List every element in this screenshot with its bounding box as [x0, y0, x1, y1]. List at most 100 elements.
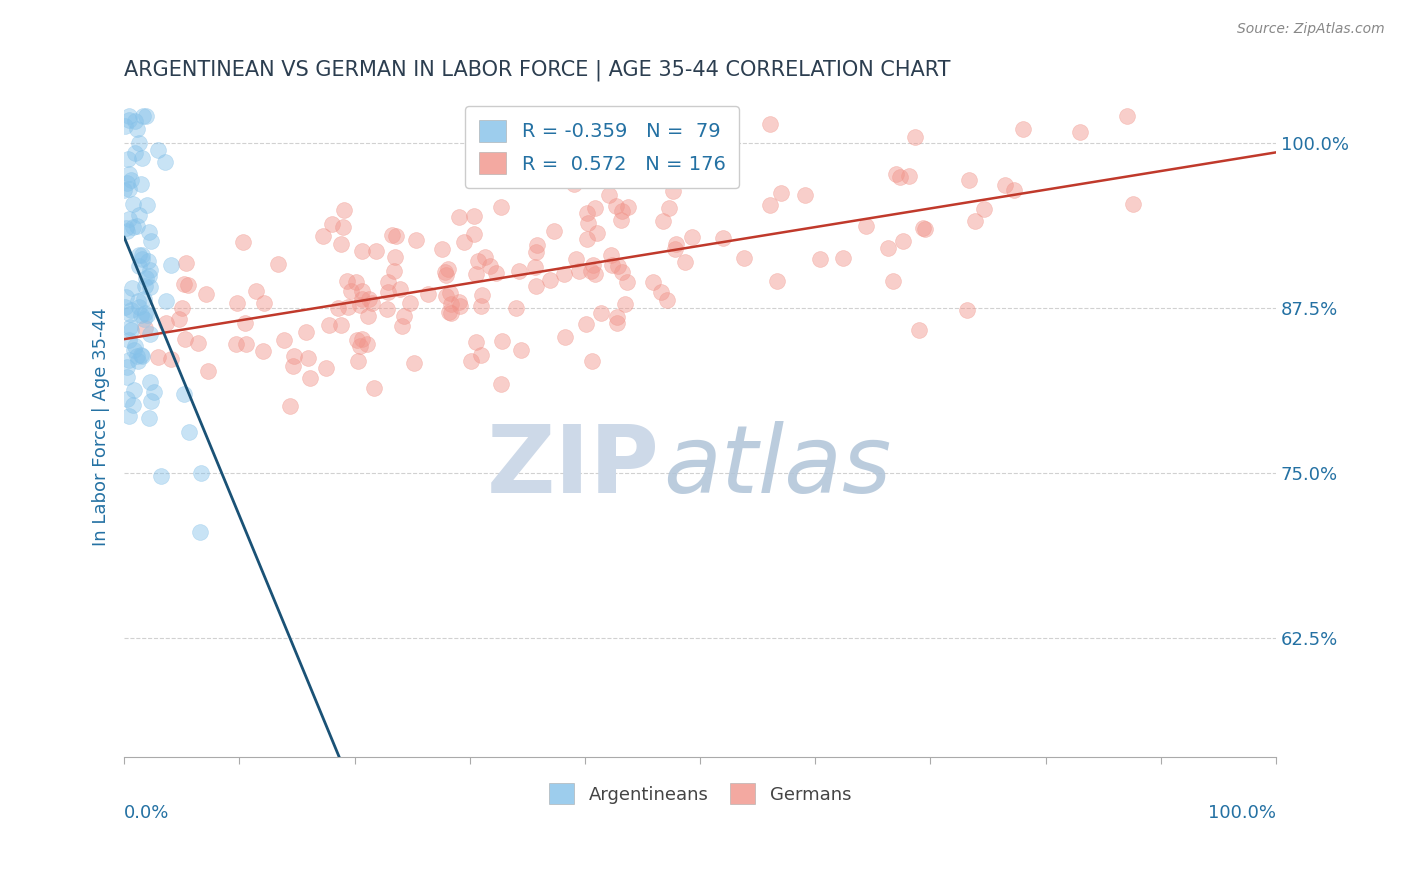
Point	[122, 398, 145, 412]
Point	[956, 303, 979, 318]
Point	[336, 274, 359, 288]
Point	[122, 383, 145, 397]
Point	[136, 198, 159, 212]
Point	[893, 234, 915, 248]
Point	[117, 334, 139, 348]
Point	[128, 136, 150, 150]
Point	[391, 318, 413, 333]
Point	[399, 296, 422, 310]
Point	[808, 252, 831, 266]
Point	[404, 356, 426, 370]
Point	[118, 306, 141, 320]
Point	[120, 172, 142, 186]
Point	[352, 292, 374, 306]
Point	[346, 334, 368, 348]
Point	[122, 343, 145, 358]
Point	[118, 211, 141, 226]
Point	[350, 284, 373, 298]
Point	[297, 351, 319, 366]
Point	[121, 281, 143, 295]
Point	[489, 377, 512, 392]
Point	[139, 327, 162, 342]
Point	[568, 264, 591, 278]
Point	[434, 288, 457, 302]
Legend: Argentineans, Germans: Argentineans, Germans	[541, 776, 859, 811]
Point	[120, 302, 142, 317]
Point	[470, 299, 492, 313]
Point	[416, 286, 439, 301]
Point	[344, 275, 367, 289]
Point	[131, 252, 153, 266]
Point	[332, 220, 354, 235]
Point	[384, 229, 406, 244]
Point	[124, 113, 146, 128]
Point	[769, 186, 792, 201]
Point	[294, 326, 316, 340]
Point	[889, 170, 911, 185]
Point	[583, 201, 606, 215]
Point	[375, 302, 398, 317]
Point	[711, 230, 734, 244]
Text: ARGENTINEAN VS GERMAN IN LABOR FORCE | AGE 35-44 CORRELATION CHART: ARGENTINEAN VS GERMAN IN LABOR FORCE | A…	[124, 60, 950, 81]
Point	[1069, 125, 1091, 139]
Point	[170, 301, 193, 316]
Point	[245, 285, 267, 299]
Point	[329, 237, 352, 252]
Point	[253, 296, 276, 310]
Point	[134, 321, 156, 335]
Point	[138, 411, 160, 425]
Point	[576, 206, 599, 220]
Point	[134, 278, 156, 293]
Point	[195, 286, 218, 301]
Point	[131, 248, 153, 262]
Point	[127, 354, 149, 368]
Point	[491, 334, 513, 349]
Point	[118, 353, 141, 368]
Point	[127, 219, 149, 233]
Point	[136, 253, 159, 268]
Point	[606, 310, 628, 325]
Point	[128, 208, 150, 222]
Point	[607, 259, 630, 273]
Point	[973, 202, 995, 217]
Point	[357, 293, 380, 307]
Point	[143, 384, 166, 399]
Point	[357, 309, 380, 323]
Point	[665, 237, 688, 252]
Point	[197, 364, 219, 378]
Point	[225, 337, 247, 351]
Point	[146, 350, 169, 364]
Point	[382, 264, 405, 278]
Point	[173, 387, 195, 401]
Point	[447, 295, 470, 310]
Point	[115, 370, 138, 384]
Point	[155, 155, 177, 169]
Point	[134, 311, 156, 326]
Point	[600, 258, 623, 272]
Point	[118, 167, 141, 181]
Point	[127, 350, 149, 364]
Point	[139, 234, 162, 248]
Point	[914, 222, 936, 236]
Point	[384, 250, 406, 264]
Point	[117, 152, 139, 166]
Point	[553, 267, 575, 281]
Point	[177, 277, 200, 292]
Point	[336, 300, 359, 314]
Point	[581, 353, 603, 368]
Point	[579, 264, 602, 278]
Point	[352, 244, 374, 259]
Point	[575, 318, 598, 332]
Point	[118, 112, 141, 127]
Point	[963, 213, 986, 227]
Point	[115, 224, 138, 238]
Point	[453, 235, 475, 249]
Point	[460, 354, 482, 368]
Point	[377, 285, 399, 299]
Point	[1011, 122, 1033, 136]
Point	[139, 393, 162, 408]
Point	[508, 264, 530, 278]
Point	[139, 280, 162, 294]
Point	[349, 338, 371, 352]
Point	[467, 253, 489, 268]
